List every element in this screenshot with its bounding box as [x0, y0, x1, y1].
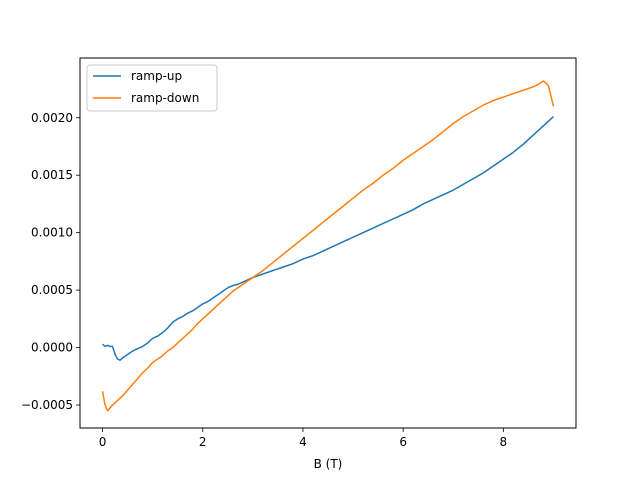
series-line-ramp-down	[101, 80, 555, 412]
y-tick-label: 0.0000	[31, 341, 73, 355]
x-tick-label: 4	[299, 435, 307, 449]
x-tick-label: 6	[399, 435, 407, 449]
legend-label-ramp-down: ramp-down	[131, 91, 199, 105]
x-tick-label: 8	[500, 435, 508, 449]
series-line-ramp-up	[102, 116, 554, 361]
y-tick-label: 0.0005	[31, 283, 73, 297]
y-tick-label: 0.0015	[31, 168, 73, 182]
y-tick-label: 0.0010	[31, 226, 73, 240]
y-tick-label: −0.0005	[21, 398, 73, 412]
series-layer	[101, 80, 555, 412]
y-axis: −0.0005 0.0000 0.0005 0.0010 0.0015 0.0020	[21, 111, 80, 412]
x-tick-label: 2	[199, 435, 207, 449]
y-tick-label: 0.0020	[31, 111, 73, 125]
x-axis-label: B (T)	[314, 457, 343, 471]
x-axis: 0 2 4 6 8	[99, 428, 507, 449]
legend-label-ramp-up: ramp-up	[131, 69, 182, 83]
legend: ramp-up ramp-down	[86, 64, 218, 112]
x-tick-label: 0	[99, 435, 107, 449]
axes-frame	[79, 57, 577, 429]
